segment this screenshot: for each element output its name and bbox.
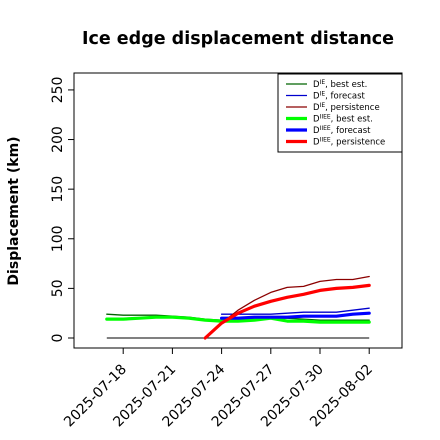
- legend-label-rest: , best est.: [325, 80, 367, 90]
- y-axis: 0 50 100 150 200 250: [50, 77, 74, 343]
- legend-label-sup: IE: [320, 79, 326, 86]
- legend-box: [277, 73, 403, 153]
- legend-label-rest: , forecast: [331, 126, 371, 136]
- series-layer: [105, 275, 371, 340]
- legend-label: DIIEE, best est.: [313, 114, 373, 125]
- y-tick-label: 50: [50, 279, 66, 297]
- y-axis-label: Displacement (km): [6, 136, 22, 285]
- y-tick-label: 0: [50, 334, 66, 343]
- series-line-3: [105, 315, 371, 324]
- legend-label: DIE, forecast: [313, 91, 366, 102]
- y-tick-label: 200: [50, 126, 66, 153]
- legend-label-rest: , persistence: [325, 103, 380, 113]
- legend-label-main: D: [313, 115, 320, 125]
- plot-frame: [73, 72, 403, 349]
- legend-label: DIE, best est.: [313, 79, 367, 90]
- y-tick-label: 150: [50, 176, 66, 203]
- y-tick-label: 250: [50, 77, 66, 104]
- legend-label-rest: , persistence: [331, 138, 386, 148]
- x-axis: 2025-07-182025-07-212025-07-242025-07-27…: [61, 348, 376, 430]
- series-line-1: [220, 307, 370, 315]
- legend-label-main: D: [313, 103, 320, 113]
- legend-label-sup: IIEE: [320, 114, 331, 121]
- series-line-2: [204, 275, 370, 339]
- legend-label-sup: IIEE: [320, 125, 331, 132]
- y-tick-label: 100: [50, 225, 66, 252]
- legend-label-sup: IIEE: [320, 137, 331, 144]
- series-line-4: [220, 311, 371, 320]
- legend-label-sup: IE: [320, 102, 326, 109]
- legend-label: DIE, persistence: [313, 102, 380, 113]
- series-line-5: [203, 283, 371, 340]
- legend-label-main: D: [313, 92, 320, 102]
- legend-label-sup: IE: [320, 91, 326, 98]
- legend-label-main: D: [313, 138, 320, 148]
- legend-label: DIIEE, persistence: [313, 137, 385, 148]
- legend-label-main: D: [313, 126, 320, 136]
- legend-label-rest: , forecast: [325, 92, 365, 102]
- legend-label-main: D: [313, 80, 320, 90]
- legend-label-rest: , best est.: [331, 115, 373, 125]
- chart-title: Ice edge displacement distance: [82, 29, 394, 49]
- legend-label: DIIEE, forecast: [313, 125, 371, 136]
